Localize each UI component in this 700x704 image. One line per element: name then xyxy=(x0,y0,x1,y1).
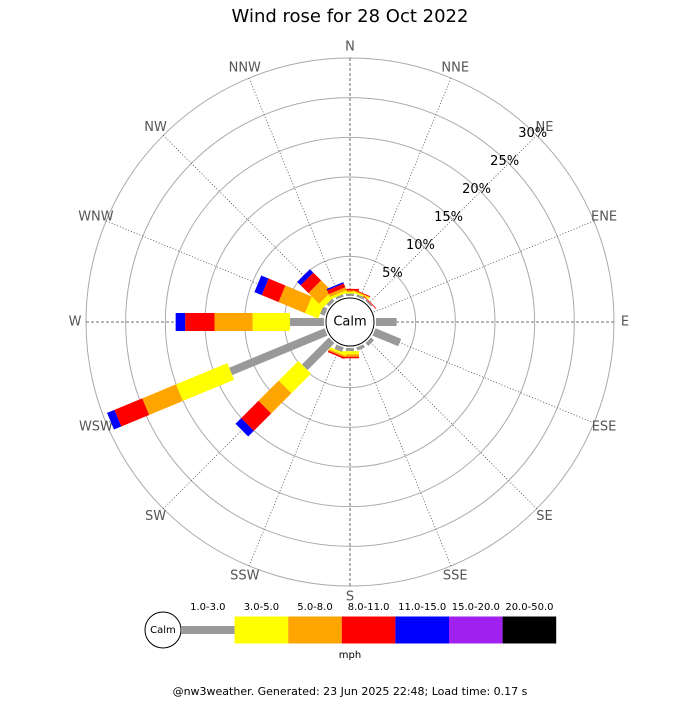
direction-label: SW xyxy=(145,509,166,524)
unit-label: mph xyxy=(339,650,361,661)
petal-segment xyxy=(356,294,365,300)
calm-label: Calm xyxy=(333,315,366,330)
petal-segment xyxy=(327,350,346,359)
direction-label: SSW xyxy=(230,569,260,584)
direction-label: N xyxy=(345,40,355,55)
petal-segment xyxy=(114,398,150,427)
direction-label: SSE xyxy=(443,569,468,584)
petal-segment xyxy=(175,363,235,401)
footer: @nw3weather. Generated: 23 Jun 2025 22:4… xyxy=(173,685,528,698)
direction-label: ESE xyxy=(592,420,617,435)
petal-segment xyxy=(241,400,272,431)
petal-segment xyxy=(278,360,312,394)
petal-segment xyxy=(289,318,324,326)
petal-segment xyxy=(356,344,365,351)
petal-segment xyxy=(329,346,347,357)
legend-label: 1.0-3.0 xyxy=(190,602,225,613)
petal-segment xyxy=(327,283,346,295)
petal-segment xyxy=(297,269,314,286)
spoke xyxy=(248,77,341,299)
direction-label: W xyxy=(69,315,82,330)
direction-label: NNW xyxy=(229,60,261,75)
legend-swatch xyxy=(181,626,235,634)
petal-segment xyxy=(335,294,344,300)
chart-title: Wind rose for 28 Oct 2022 xyxy=(232,6,469,27)
legend-swatch xyxy=(341,616,396,644)
r-tick-label: 5% xyxy=(382,266,403,281)
legend-label: 11.0-15.0 xyxy=(398,602,446,613)
petal-segment xyxy=(365,337,375,347)
legend-swatch xyxy=(449,616,503,644)
petal-segment xyxy=(107,409,122,430)
legend-label: 8.0-11.0 xyxy=(348,602,390,613)
legend-swatch xyxy=(502,616,557,644)
direction-label: NE xyxy=(535,120,553,135)
petal-segment xyxy=(261,278,286,303)
petal-segment xyxy=(229,328,328,376)
direction-label: NW xyxy=(144,120,167,135)
legend-label: 15.0-20.0 xyxy=(452,602,500,613)
petal-segment xyxy=(372,328,402,347)
petal-segment xyxy=(320,306,328,316)
direction-label: E xyxy=(621,315,629,330)
spoke xyxy=(368,340,537,509)
petal-segment xyxy=(353,289,371,298)
petal-segment xyxy=(363,295,377,309)
r-tick-label: 30% xyxy=(518,126,547,141)
r-tick-label: 25% xyxy=(490,154,519,169)
petal-segment xyxy=(376,318,397,326)
petal-segment xyxy=(341,356,359,359)
direction-label: S xyxy=(346,590,354,605)
legend-label: 3.0-5.0 xyxy=(244,602,279,613)
legend-swatch xyxy=(288,616,342,644)
legend-swatch xyxy=(395,616,449,644)
petal-segment xyxy=(142,384,183,415)
spoke xyxy=(368,135,537,304)
spoke xyxy=(373,331,595,424)
grid-ring xyxy=(164,136,536,508)
petal-segment xyxy=(308,280,332,304)
petal-segment xyxy=(326,282,344,291)
petal-segment xyxy=(328,349,346,358)
petal-segment xyxy=(353,290,371,298)
spoke xyxy=(373,220,595,313)
calm-circle xyxy=(325,297,375,347)
petal-segment xyxy=(365,299,373,307)
petal-segment xyxy=(352,290,370,300)
petal-segment xyxy=(346,293,354,296)
legend-label: 5.0-8.0 xyxy=(297,602,332,613)
petal-segment xyxy=(346,348,354,352)
petal-segment xyxy=(252,313,290,331)
direction-label: WSW xyxy=(79,420,113,435)
petal-segment xyxy=(235,418,254,437)
petal-segment xyxy=(185,313,215,331)
petal-segment xyxy=(328,287,347,298)
grid-ring xyxy=(125,97,575,547)
spoke xyxy=(359,345,452,567)
petal-segment xyxy=(175,313,186,331)
r-tick-label: 20% xyxy=(462,182,491,197)
r-tick-label: 15% xyxy=(434,210,463,225)
petal-segment xyxy=(334,344,344,352)
direction-label: WNW xyxy=(78,209,114,224)
spoke xyxy=(248,345,341,567)
petal-segment xyxy=(329,290,348,300)
petal-segment xyxy=(301,337,335,371)
direction-label: NNE xyxy=(441,60,469,75)
petal-segment xyxy=(254,275,269,296)
petal-segment xyxy=(300,272,322,294)
legend-swatch xyxy=(234,616,289,644)
petal-segment xyxy=(214,313,253,331)
legend-label: 20.0-50.0 xyxy=(505,602,553,613)
r-tick-label: 10% xyxy=(406,238,435,253)
petal-segment xyxy=(258,380,292,414)
direction-label: SE xyxy=(536,509,552,524)
petal-segment xyxy=(326,298,335,307)
legend-calm-label: Calm xyxy=(150,625,176,636)
spoke xyxy=(359,77,452,299)
petal-segment xyxy=(278,285,312,314)
direction-label: ENE xyxy=(591,209,617,224)
